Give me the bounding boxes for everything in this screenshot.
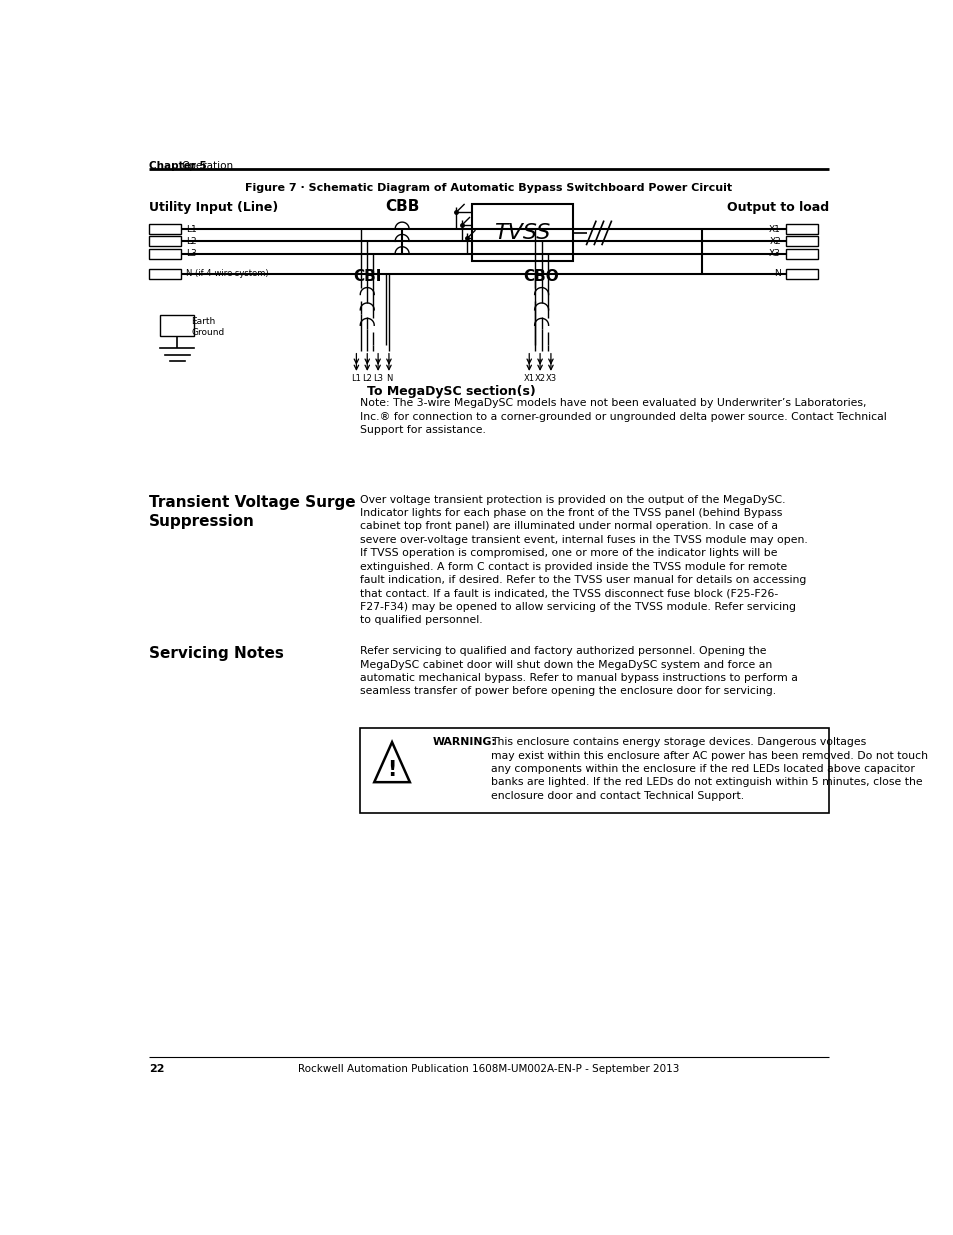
Text: L1: L1 bbox=[351, 374, 361, 383]
Bar bbox=[785, 248, 818, 258]
Text: WARNING:: WARNING: bbox=[433, 737, 497, 747]
Bar bbox=[472, 205, 572, 262]
Text: Over voltage transient protection is provided on the output of the MegaDySC.
Ind: Over voltage transient protection is pro… bbox=[359, 495, 806, 625]
Text: Servicing Notes: Servicing Notes bbox=[149, 646, 283, 662]
Bar bbox=[149, 236, 181, 246]
Text: L2: L2 bbox=[362, 374, 372, 383]
Polygon shape bbox=[374, 742, 410, 782]
Text: L2: L2 bbox=[186, 237, 196, 246]
Bar bbox=[149, 269, 181, 279]
Bar bbox=[359, 727, 828, 813]
Bar bbox=[785, 224, 818, 235]
Text: X3: X3 bbox=[545, 374, 556, 383]
Text: X2: X2 bbox=[534, 374, 545, 383]
Text: L3: L3 bbox=[373, 374, 383, 383]
Text: Chapter 5: Chapter 5 bbox=[149, 162, 206, 172]
Text: Utility Input (Line): Utility Input (Line) bbox=[149, 200, 277, 214]
Text: Note: The 3-wire MegaDySC models have not been evaluated by Underwriter’s Labora: Note: The 3-wire MegaDySC models have no… bbox=[359, 399, 885, 435]
Text: X1: X1 bbox=[768, 225, 781, 233]
Text: This enclosure contains energy storage devices. Dangerous voltages
may exist wit: This enclosure contains energy storage d… bbox=[491, 737, 927, 800]
Text: !: ! bbox=[387, 761, 396, 781]
Text: Figure 7 · Schematic Diagram of Automatic Bypass Switchboard Power Circuit: Figure 7 · Schematic Diagram of Automati… bbox=[245, 183, 732, 193]
Bar bbox=[785, 269, 818, 279]
Text: Refer servicing to qualified and factory authorized personnel. Opening the
MegaD: Refer servicing to qualified and factory… bbox=[359, 646, 797, 697]
Text: L3: L3 bbox=[186, 249, 196, 258]
Text: X1: X1 bbox=[523, 374, 535, 383]
Text: 22: 22 bbox=[149, 1065, 164, 1074]
Text: Transient Voltage Surge
Suppression: Transient Voltage Surge Suppression bbox=[149, 495, 355, 529]
Text: Earth: Earth bbox=[192, 317, 215, 326]
Text: Ground: Ground bbox=[192, 329, 224, 337]
Bar bbox=[785, 236, 818, 246]
Text: TVSS: TVSS bbox=[494, 222, 550, 243]
Text: Operation: Operation bbox=[181, 162, 233, 172]
Text: CBI: CBI bbox=[353, 269, 381, 284]
Text: X2: X2 bbox=[768, 237, 781, 246]
Text: Output to load: Output to load bbox=[726, 200, 828, 214]
Text: X3: X3 bbox=[768, 249, 781, 258]
Bar bbox=[149, 224, 181, 235]
Text: CBO: CBO bbox=[523, 269, 558, 284]
Text: L1: L1 bbox=[186, 225, 196, 233]
Text: To MegaDySC section(s): To MegaDySC section(s) bbox=[366, 384, 535, 398]
Bar bbox=[149, 248, 181, 258]
Text: N: N bbox=[774, 269, 781, 278]
Text: N (if 4-wire system): N (if 4-wire system) bbox=[186, 269, 268, 278]
Text: Rockwell Automation Publication 1608M-UM002A-EN-P - September 2013: Rockwell Automation Publication 1608M-UM… bbox=[298, 1065, 679, 1074]
Bar bbox=[160, 315, 194, 336]
Text: N: N bbox=[385, 374, 392, 383]
Text: CBB: CBB bbox=[384, 199, 419, 214]
